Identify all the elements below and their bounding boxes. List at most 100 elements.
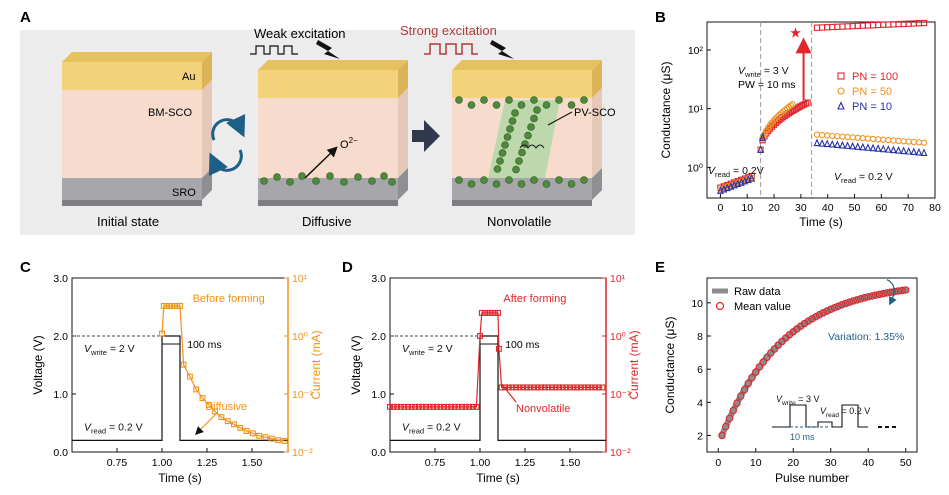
x-tick-label: 0: [715, 457, 721, 469]
oxygen-vacancy-dot: [517, 101, 526, 109]
current-point: [249, 430, 256, 437]
current-point: [423, 403, 429, 410]
mean-value-point: [721, 422, 730, 431]
current-point: [509, 384, 516, 391]
current-point: [218, 414, 225, 421]
current-point: [531, 384, 537, 391]
data-point: [813, 24, 821, 31]
oxygen-vacancy-dot: [580, 176, 588, 184]
data-point: [864, 135, 872, 142]
data-point: [778, 109, 785, 117]
data-point: [829, 23, 836, 31]
oxygen-vacancy-dot: [555, 176, 563, 184]
current-point: [556, 384, 563, 391]
mean-value-point: [766, 349, 775, 357]
data-point: [834, 23, 841, 30]
layer-label-au: Au: [182, 71, 195, 83]
mean-value-point: [868, 292, 876, 300]
y-axis-title: Voltage (V): [349, 335, 363, 394]
current-point: [243, 428, 250, 434]
cycle-arrows-icon: [208, 114, 246, 176]
oxygen-vacancy-dot: [530, 96, 538, 104]
data-point: [823, 139, 831, 148]
mean-value-point: [804, 317, 812, 325]
device-diffusive: [258, 60, 408, 206]
vread-annotation-right: Vread = 0.2 V: [834, 171, 893, 185]
oxygen-vacancy-dot: [542, 180, 551, 188]
current-point: [159, 330, 165, 337]
current-point: [513, 384, 519, 391]
y-tick-label: 10: [691, 298, 703, 310]
mean-value-point: [834, 302, 842, 310]
data-point: [776, 111, 783, 118]
y-tick-label: 2: [697, 430, 703, 442]
y-tick-label: 3.0: [371, 273, 386, 285]
oxygen-vacancy-dot: [527, 123, 535, 131]
oxygen-vacancy-dot: [518, 148, 526, 157]
data-point: [905, 146, 913, 155]
legend-label: PN = 50: [852, 86, 892, 98]
current-point: [412, 403, 419, 410]
data-point: [915, 139, 923, 146]
vread-label: Vread = 0.2 V: [84, 421, 143, 435]
x-tick-label: 0.75: [107, 457, 128, 469]
data-point: [890, 21, 897, 28]
current-trace: [159, 302, 288, 444]
data-point: [885, 136, 892, 144]
data-point: [768, 123, 776, 130]
x-axis-title: Time (s): [799, 215, 843, 229]
data-point: [834, 133, 841, 140]
current-point: [520, 384, 527, 391]
x-tick-label: 20: [787, 457, 799, 469]
weak-pulse-train-icon: [250, 45, 298, 55]
y-tick-label: 3.0: [53, 273, 68, 285]
data-point: [920, 139, 928, 146]
current-point: [495, 309, 501, 316]
data-point: [813, 131, 821, 138]
data-point: [844, 133, 851, 141]
vwrite-label: Vwrite = 2 V: [402, 343, 453, 357]
x-tick-label: 50: [900, 457, 912, 469]
current-point: [577, 384, 584, 391]
mean-value-point: [823, 307, 831, 315]
oxygen-vacancy-dot: [530, 114, 538, 123]
oxygen-vacancy-dot: [493, 165, 502, 173]
current-point: [567, 384, 573, 391]
y-tick-label: 1.0: [371, 389, 386, 401]
current-point: [281, 438, 288, 444]
current-point: [205, 401, 212, 408]
mean-value-point: [736, 392, 745, 400]
data-point: [833, 140, 841, 148]
pulse-inset-trace: [772, 404, 868, 428]
current-trace: [387, 309, 606, 410]
data-point: [869, 135, 877, 143]
y-axis-title: Conductance (μS): [659, 62, 673, 159]
current-point: [275, 437, 282, 444]
data-point: [910, 138, 917, 146]
panel-c: C 0.75 1.00 1.25 1.50 0.0 1.0 2.0 3.0 10⁻² 10⁻¹ 10…: [20, 259, 323, 485]
current-point: [541, 384, 548, 391]
data-point: [884, 145, 892, 153]
oxygen-vacancy-dot: [467, 101, 476, 109]
oxygen-vacancy-dot: [505, 176, 513, 184]
current-point: [478, 309, 485, 316]
current-point: [455, 403, 462, 410]
oxygen-vacancy-dot: [567, 101, 576, 109]
x-tick-label: 60: [876, 202, 888, 214]
mean-value-point: [849, 297, 857, 305]
strong-pulse-train-icon: [424, 43, 478, 55]
current-point: [397, 403, 404, 410]
data-point: [829, 132, 836, 139]
current-point: [415, 403, 422, 410]
x-tick-label: 20: [768, 202, 780, 214]
data-point: [859, 134, 866, 142]
oxygen-vacancy-dot: [498, 149, 507, 157]
mean-value-point: [800, 319, 809, 328]
oxygen-vacancy-dot: [496, 157, 504, 165]
data-point: [859, 22, 866, 29]
data-point: [748, 174, 756, 182]
oxygen-vacancy-dot: [517, 180, 526, 188]
current-point: [448, 403, 455, 410]
data-point: [874, 136, 882, 143]
y-tick-label: 10¹: [688, 104, 704, 116]
